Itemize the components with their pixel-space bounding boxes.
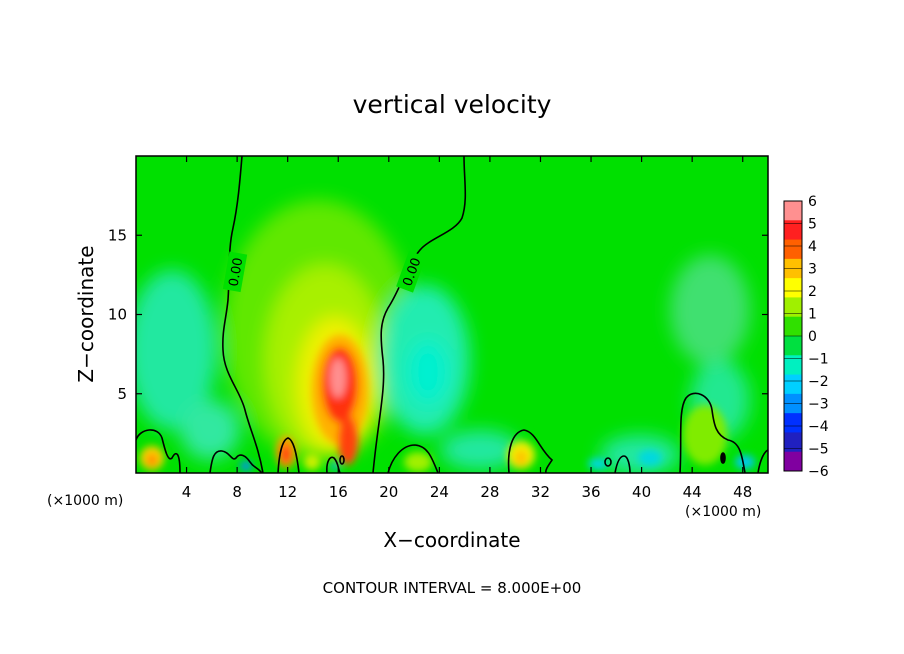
downdraft-center-core — [408, 340, 448, 404]
cell-12km-core — [281, 444, 291, 464]
colorbar-label: 3 — [808, 262, 817, 278]
colorbar-segment — [784, 297, 802, 318]
contour-right-plume-edge — [372, 156, 467, 473]
cell-14km — [304, 454, 320, 470]
contour-cell-50km — [757, 449, 768, 473]
contour-left-plume-edge — [222, 156, 264, 473]
plot-area — [136, 156, 768, 473]
x-tick-label: 24 — [430, 483, 449, 501]
spot-cyan-3 — [588, 458, 608, 470]
contour-cell-23km — [387, 444, 439, 473]
colorbar-segment — [784, 220, 802, 241]
y-axis-ticks: 5 10 15 — [108, 226, 768, 403]
x-tick-label: 4 — [182, 483, 192, 501]
spot-blue-1 — [240, 461, 252, 471]
colorbar-label: −2 — [808, 374, 829, 390]
colorbar-label: 6 — [808, 194, 817, 210]
colorbar-segment — [784, 278, 802, 298]
cell-23km — [404, 452, 432, 472]
contour-ring-16km — [339, 455, 345, 465]
colorbar-label: 5 — [808, 217, 817, 233]
contour-interval-note: CONTOUR INTERVAL = 8.000E+00 — [323, 579, 582, 597]
contour-label-left-group: 0.00 — [222, 251, 248, 293]
x-tick-label: 40 — [632, 483, 651, 501]
downdraft-left — [136, 270, 217, 430]
x-tick-label: 12 — [278, 483, 297, 501]
downdraft-low-center — [440, 430, 520, 470]
contour-cell-left — [136, 429, 181, 473]
colorbar-segment — [784, 451, 802, 472]
x-units-left: (×1000 m) — [47, 493, 123, 509]
x-units-right: (×1000 m) — [685, 504, 761, 520]
cell-2km-core — [147, 454, 157, 466]
colorbar-segment — [784, 336, 802, 356]
x-tick-label: 36 — [581, 483, 600, 501]
spot-cyan-1 — [638, 450, 662, 466]
contour-cell-12km — [277, 437, 300, 473]
colorbar-label: 2 — [808, 284, 817, 300]
chart-title: vertical velocity — [353, 90, 552, 119]
x-tick-label: 16 — [329, 483, 348, 501]
colorbar-label: 0 — [808, 329, 817, 345]
x-tick-label: 8 — [232, 483, 242, 501]
contour-cell-30km — [507, 429, 554, 473]
cell-30km-core — [515, 450, 527, 466]
colorbar-label: −1 — [808, 352, 829, 368]
y-tick-label: 15 — [108, 226, 127, 244]
colorbar-label: −4 — [808, 419, 829, 435]
colorbar-label: 4 — [808, 239, 817, 255]
colorbar-label: −3 — [808, 397, 829, 413]
downdraft-lower-left — [180, 400, 240, 460]
contour-cell-38km — [614, 455, 631, 473]
contour-ring-46km — [720, 452, 726, 464]
core-lower-lobe — [338, 415, 358, 465]
x-tick-label: 44 — [683, 483, 702, 501]
x-tick-label: 20 — [379, 483, 398, 501]
x-tick-label: 28 — [480, 483, 499, 501]
colorbar-segment — [784, 201, 802, 221]
colorbar-segment — [784, 413, 802, 433]
y-tick-label: 5 — [117, 385, 127, 403]
x-tick-label: 32 — [531, 483, 550, 501]
x-axis-ticks: 4 8 12 16 20 24 28 32 36 40 44 48 — [182, 156, 752, 501]
y-axis-label: Z−coordinate — [74, 245, 98, 382]
colorbar-label: −6 — [808, 464, 829, 480]
x-tick-label: 48 — [733, 483, 752, 501]
contour-cell-45km — [679, 392, 746, 473]
colorbar: 6 5 4 3 2 1 0 −1 −2 −3 −4 −5 −6 — [783, 194, 829, 480]
core-pink — [330, 358, 346, 398]
contour-ring-37km — [604, 457, 612, 467]
zero-contours — [136, 156, 768, 473]
colorbar-label: −5 — [808, 442, 829, 458]
contour-label-left: 0.00 — [227, 257, 247, 288]
colorbar-segment — [784, 432, 802, 453]
colorbar-segment — [784, 239, 802, 260]
colorbar-segment — [784, 316, 802, 337]
y-tick-label: 10 — [108, 306, 127, 324]
field-sharp — [140, 335, 755, 472]
colorbar-segment — [784, 374, 802, 395]
colorbar-label: 1 — [808, 307, 817, 323]
downdraft-upper-right — [670, 255, 750, 365]
spot-cyan-2 — [735, 455, 755, 469]
colorbar-segment — [784, 355, 802, 376]
x-axis-label: X−coordinate — [383, 528, 520, 552]
cell-46km — [683, 405, 727, 465]
contour-cell-8km — [209, 450, 263, 473]
